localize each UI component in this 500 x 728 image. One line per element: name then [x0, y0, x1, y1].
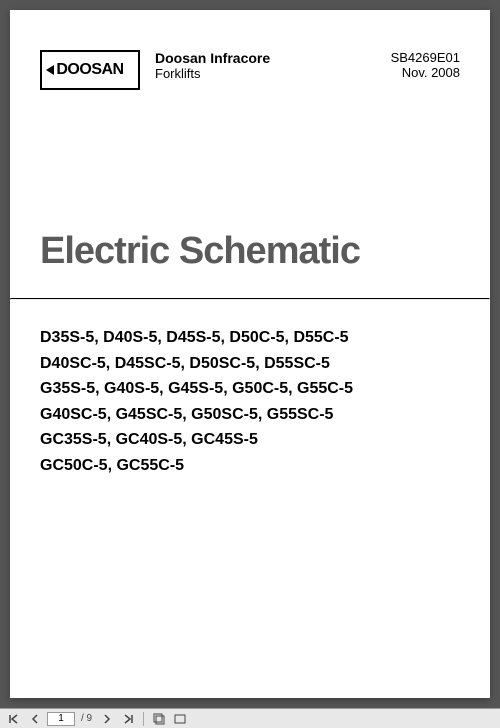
- company-division: Forklifts: [155, 66, 270, 81]
- model-line: G35S-5, G40S-5, G45S-5, G50C-5, G55C-5: [40, 376, 460, 402]
- logo-text: DOOSAN: [56, 61, 123, 79]
- main-title: Electric Schematic: [40, 230, 460, 273]
- model-line: GC50C-5, GC55C-5: [40, 453, 460, 479]
- document-page: DOOSAN Doosan Infracore Forklifts SB4269…: [10, 10, 490, 698]
- company-name: Doosan Infracore: [155, 50, 270, 66]
- doc-number: SB4269E01: [391, 50, 460, 65]
- toolbar-separator: [143, 712, 144, 726]
- pdf-toolbar: / 9: [0, 708, 500, 728]
- logo-triangle-icon: [46, 65, 54, 75]
- model-line: G40SC-5, G45SC-5, G50SC-5, G55SC-5: [40, 402, 460, 428]
- company-info: Doosan Infracore Forklifts: [155, 50, 270, 81]
- model-line: D40SC-5, D45SC-5, D50SC-5, D55SC-5: [40, 351, 460, 377]
- page-total-label: / 9: [81, 713, 92, 724]
- title-section: Electric Schematic: [10, 110, 490, 298]
- company-logo: DOOSAN: [40, 50, 140, 90]
- document-info: SB4269E01 Nov. 2008: [391, 50, 460, 80]
- next-page-button[interactable]: [98, 711, 116, 727]
- page-number-input[interactable]: [47, 712, 75, 726]
- zoom-button[interactable]: [150, 711, 168, 727]
- doc-date: Nov. 2008: [391, 65, 460, 80]
- model-line: D35S-5, D40S-5, D45S-5, D50C-5, D55C-5: [40, 325, 460, 351]
- models-section: D35S-5, D40S-5, D45S-5, D50C-5, D55C-5 D…: [10, 300, 490, 509]
- first-page-button[interactable]: [5, 711, 23, 727]
- page-viewer: DOOSAN Doosan Infracore Forklifts SB4269…: [0, 0, 500, 708]
- model-line: GC35S-5, GC40S-5, GC45S-5: [40, 427, 460, 453]
- prev-page-button[interactable]: [26, 711, 44, 727]
- logo-area: DOOSAN Doosan Infracore Forklifts: [40, 50, 270, 90]
- view-button[interactable]: [171, 711, 189, 727]
- last-page-button[interactable]: [119, 711, 137, 727]
- page-header: DOOSAN Doosan Infracore Forklifts SB4269…: [10, 10, 490, 110]
